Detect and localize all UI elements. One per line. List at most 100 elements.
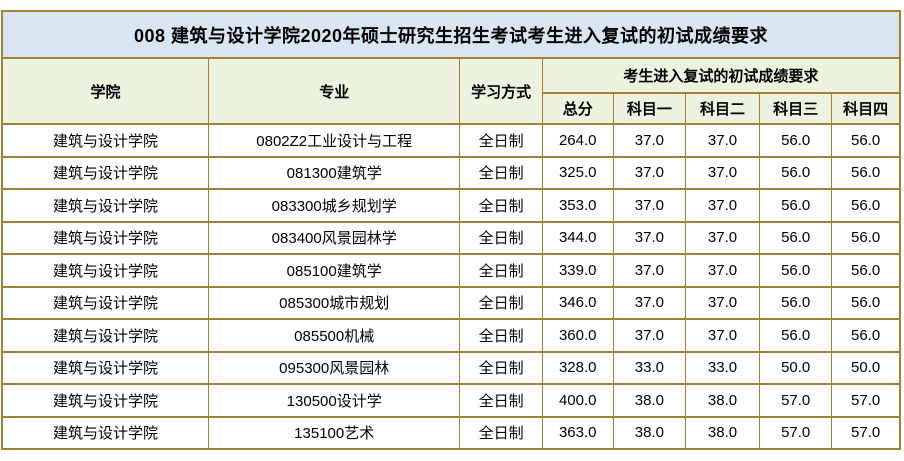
score-cell: 56.0 — [831, 253, 901, 288]
header-score-group: 考生进入复试的初试成绩要求 — [541, 57, 901, 94]
table-row: 建筑与设计学院 083400风景园林学 全日制 344.0 37.0 37.0 56.0 56… — [1, 220, 901, 255]
header-row-top: 学院 专业 学习方式 考生进入复试的初试成绩要求 — [1, 57, 901, 125]
major-cell: 0802Z2工业设计与工程 — [207, 123, 461, 158]
header-total-score: 总分 — [541, 92, 614, 125]
study-mode-cell: 全日制 — [459, 155, 543, 190]
score-table-wrapper: 008 建筑与设计学院2020年硕士研究生招生考试考生进入复试的初试成绩要求 学… — [1, 10, 901, 450]
study-mode-cell: 全日制 — [459, 123, 543, 158]
table-row: 建筑与设计学院 083300城乡规划学 全日制 353.0 37.0 37.0 56.0 56… — [1, 188, 901, 223]
score-cell: 37.0 — [612, 155, 686, 190]
college-cell: 建筑与设计学院 — [1, 220, 209, 255]
study-mode-cell: 全日制 — [459, 415, 543, 450]
study-mode-cell: 全日制 — [459, 285, 543, 320]
score-cell: 400.0 — [541, 383, 614, 418]
score-cell: 346.0 — [541, 285, 614, 320]
header-subject-2: 科目二 — [684, 92, 761, 125]
major-cell: 135100艺术 — [207, 415, 461, 450]
study-mode-cell: 全日制 — [459, 383, 543, 418]
major-cell: 083300城乡规划学 — [207, 188, 461, 223]
study-mode-cell: 全日制 — [459, 188, 543, 223]
college-cell: 建筑与设计学院 — [1, 123, 209, 158]
page-title: 008 建筑与设计学院2020年硕士研究生招生考试考生进入复试的初试成绩要求 — [1, 10, 901, 57]
score-cell: 57.0 — [831, 383, 901, 418]
score-cell: 37.0 — [684, 155, 761, 190]
score-cell: 38.0 — [684, 415, 761, 450]
table-row: 建筑与设计学院 0802Z2工业设计与工程 全日制 264.0 37.0 37.0 56.0… — [1, 123, 901, 158]
major-cell: 083400风景园林学 — [207, 220, 461, 255]
score-cell: 56.0 — [831, 155, 901, 190]
score-cell: 37.0 — [684, 123, 761, 158]
score-cell: 56.0 — [759, 188, 833, 223]
score-cell: 56.0 — [831, 123, 901, 158]
score-cell: 57.0 — [759, 383, 833, 418]
college-cell: 建筑与设计学院 — [1, 253, 209, 288]
table-row: 建筑与设计学院 081300建筑学 全日制 325.0 37.0 37.0 56.0 56.0 — [1, 155, 901, 190]
college-cell: 建筑与设计学院 — [1, 285, 209, 320]
major-cell: 085500机械 — [207, 318, 461, 353]
header-major: 专业 — [207, 57, 461, 125]
study-mode-cell: 全日制 — [459, 318, 543, 353]
score-cell: 344.0 — [541, 220, 614, 255]
score-cell: 37.0 — [684, 318, 761, 353]
score-cell: 38.0 — [612, 383, 686, 418]
score-cell: 56.0 — [759, 318, 833, 353]
college-cell: 建筑与设计学院 — [1, 188, 209, 223]
score-cell: 56.0 — [759, 285, 833, 320]
table-row: 建筑与设计学院 085300城市规划 全日制 346.0 37.0 37.0 56.0 56.… — [1, 285, 901, 320]
major-cell: 085300城市规划 — [207, 285, 461, 320]
table-row: 建筑与设计学院 130500设计学 全日制 400.0 38.0 38.0 57.0 57.0 — [1, 383, 901, 418]
score-cell: 37.0 — [612, 188, 686, 223]
score-cell: 33.0 — [684, 350, 761, 385]
score-cell: 37.0 — [684, 188, 761, 223]
score-cell: 56.0 — [831, 220, 901, 255]
score-cell: 56.0 — [831, 318, 901, 353]
score-cell: 37.0 — [612, 123, 686, 158]
major-cell: 085100建筑学 — [207, 253, 461, 288]
score-cell: 37.0 — [684, 220, 761, 255]
header-subject-4: 科目四 — [831, 92, 901, 125]
college-cell: 建筑与设计学院 — [1, 383, 209, 418]
score-cell: 38.0 — [684, 383, 761, 418]
score-cell: 50.0 — [759, 350, 833, 385]
college-cell: 建筑与设计学院 — [1, 155, 209, 190]
score-cell: 37.0 — [612, 253, 686, 288]
table-row: 建筑与设计学院 085500机械 全日制 360.0 37.0 37.0 56.0 56.0 — [1, 318, 901, 353]
score-cell: 37.0 — [612, 318, 686, 353]
score-cell: 56.0 — [759, 123, 833, 158]
major-cell: 095300风景园林 — [207, 350, 461, 385]
score-cell: 37.0 — [684, 253, 761, 288]
score-cell: 37.0 — [684, 285, 761, 320]
table-header: 学院 专业 学习方式 考生进入复试的初试成绩要求 总分 科目一 科目二 科目三 … — [1, 57, 901, 125]
score-cell: 50.0 — [831, 350, 901, 385]
score-cell: 56.0 — [831, 188, 901, 223]
score-cell: 325.0 — [541, 155, 614, 190]
header-study-mode: 学习方式 — [459, 57, 543, 125]
admission-score-table: 学院 专业 学习方式 考生进入复试的初试成绩要求 总分 科目一 科目二 科目三 … — [1, 57, 901, 450]
study-mode-cell: 全日制 — [459, 220, 543, 255]
score-cell: 57.0 — [831, 415, 901, 450]
study-mode-cell: 全日制 — [459, 350, 543, 385]
header-subject-1: 科目一 — [612, 92, 686, 125]
major-cell: 130500设计学 — [207, 383, 461, 418]
college-cell: 建筑与设计学院 — [1, 350, 209, 385]
score-cell: 363.0 — [541, 415, 614, 450]
score-cell: 264.0 — [541, 123, 614, 158]
header-college: 学院 — [1, 57, 209, 125]
score-cell: 57.0 — [759, 415, 833, 450]
header-row-sub: 总分 科目一 科目二 科目三 科目四 — [2, 92, 901, 125]
major-cell: 081300建筑学 — [207, 155, 461, 190]
table-row: 建筑与设计学院 085100建筑学 全日制 339.0 37.0 37.0 56.0 56.0 — [1, 253, 901, 288]
score-cell: 56.0 — [831, 285, 901, 320]
table-body: 建筑与设计学院 0802Z2工业设计与工程 全日制 264.0 37.0 37.0 56.0… — [1, 123, 901, 450]
study-mode-cell: 全日制 — [459, 253, 543, 288]
score-cell: 360.0 — [541, 318, 614, 353]
score-cell: 38.0 — [612, 415, 686, 450]
score-cell: 56.0 — [759, 220, 833, 255]
college-cell: 建筑与设计学院 — [1, 415, 209, 450]
table-row: 建筑与设计学院 135100艺术 全日制 363.0 38.0 38.0 57.0 57.0 — [1, 415, 901, 450]
score-cell: 339.0 — [541, 253, 614, 288]
header-subject-3: 科目三 — [759, 92, 833, 125]
score-cell: 33.0 — [612, 350, 686, 385]
score-cell: 353.0 — [541, 188, 614, 223]
